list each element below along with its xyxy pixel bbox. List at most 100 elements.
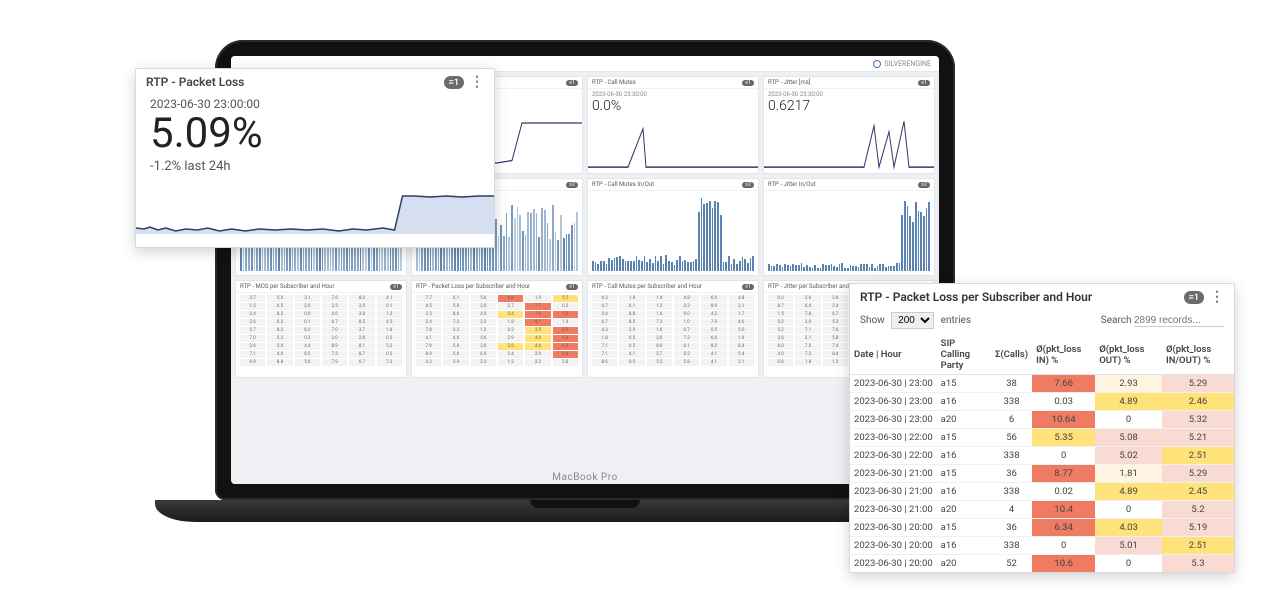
table-row[interactable]: 2023-06-30 | 21:00a163380.024.892.45	[850, 483, 1234, 501]
table-cell: 0	[1095, 411, 1162, 429]
table-cell: 10.6	[1032, 555, 1095, 573]
table-cell: 2023-06-30 | 20:00	[850, 519, 937, 537]
popout-kpi-badge: ≡1	[444, 76, 464, 89]
table-row[interactable]: 2023-06-30 | 22:00a1633805.022.51	[850, 447, 1234, 465]
card-title: RTP - MOS per Subscriber and Hour	[240, 283, 335, 290]
table-cell: a15	[937, 429, 991, 447]
table-cell: 338	[991, 393, 1032, 411]
mini-kpi-jitter[interactable]: RTP - Jitter [ms]≡1 2023-06-30 23:30:00 …	[763, 76, 935, 174]
table-cell: 10.4	[1032, 501, 1095, 519]
table-cell: 2.45	[1162, 483, 1234, 501]
table-cell: 338	[991, 537, 1032, 555]
table-cell: 1.81	[1095, 465, 1162, 483]
table-cell: 38	[991, 375, 1032, 393]
table-cell: 4.89	[1095, 393, 1162, 411]
table-row[interactable]: 2023-06-30 | 23:00a15387.662.935.29	[850, 375, 1234, 393]
column-header[interactable]: Ø(pkt_loss IN) %	[1032, 335, 1095, 375]
table-cell: a20	[937, 501, 991, 519]
table-cell: 338	[991, 483, 1032, 501]
table-row[interactable]: 2023-06-30 | 21:00a20410.405.2	[850, 501, 1234, 519]
entries-label: entries	[941, 315, 971, 326]
table-cell: 0	[1095, 501, 1162, 519]
table-cell: 0.03	[1032, 393, 1095, 411]
mini-chart-call-mutes[interactable]: RTP - Call Mutes In/Out≡2	[587, 178, 759, 276]
table-cell: 2023-06-30 | 23:00	[850, 411, 937, 429]
table-cell: 0.02	[1032, 483, 1095, 501]
card-title: RTP - Call Mutes per Subscriber and Hour	[592, 283, 702, 290]
table-row[interactable]: 2023-06-30 | 20:00a1633805.012.51	[850, 537, 1234, 555]
table-row[interactable]: 2023-06-30 | 23:00a20610.6405.32	[850, 411, 1234, 429]
mini-table-call-mutes[interactable]: RTP - Call Mutes per Subscriber and Hour…	[587, 280, 759, 378]
table-row[interactable]: 2023-06-30 | 20:00a15366.344.035.19	[850, 519, 1234, 537]
kebab-menu-icon[interactable]: ⋮	[470, 77, 484, 87]
table-cell: a16	[937, 393, 991, 411]
popout-table-badge: ≡1	[1184, 291, 1204, 304]
table-row[interactable]: 2023-06-30 | 21:00a15368.771.815.29	[850, 465, 1234, 483]
mini-table-packet-loss[interactable]: RTP - Packet Loss per Subscriber and Hou…	[411, 280, 583, 378]
dashboard-spacer	[235, 382, 935, 402]
column-header[interactable]: Date | Hour	[850, 335, 937, 375]
table-cell: 5.32	[1162, 411, 1234, 429]
table-cell: 8.77	[1032, 465, 1095, 483]
card-title: RTP - Packet Loss per Subscriber and Hou…	[416, 283, 530, 290]
table-cell: 2023-06-30 | 23:00	[850, 375, 937, 393]
table-row[interactable]: 2023-06-30 | 23:00a163380.034.892.46	[850, 393, 1234, 411]
card-badge: ≡2	[918, 182, 930, 188]
card-title: RTP - Call Mutes	[592, 79, 636, 86]
column-header[interactable]: Σ(Calls)	[991, 335, 1032, 375]
card-badge: ≡1	[390, 284, 402, 290]
column-header[interactable]: Ø(pkt_loss OUT) %	[1095, 335, 1162, 375]
bar-chart	[588, 191, 758, 275]
page-size-select[interactable]: 200	[891, 312, 934, 329]
table-cell: 2023-06-30 | 22:00	[850, 429, 937, 447]
table-cell: 5.35	[1032, 429, 1095, 447]
table-cell: 2023-06-30 | 20:00	[850, 537, 937, 555]
table-cell: 6.34	[1032, 519, 1095, 537]
card-title: RTP - Jitter In/Out	[768, 181, 816, 188]
table-cell: 4.03	[1095, 519, 1162, 537]
card-timestamp: 2023-06-30 23:30:00	[764, 89, 934, 98]
sparkline	[764, 114, 934, 173]
show-label: Show	[860, 315, 885, 326]
kpi-value: 0.0%	[588, 98, 758, 114]
data-table: Date | HourSIP Calling PartyΣ(Calls)Ø(pk…	[850, 335, 1234, 572]
table-cell: 2023-06-30 | 22:00	[850, 447, 937, 465]
column-header[interactable]: SIP Calling Party	[937, 335, 991, 375]
kebab-menu-icon[interactable]: ⋮	[1210, 292, 1224, 302]
mini-table-body: 6.31.81.44.86.94.84.76.11.20.38.93.10.48…	[588, 293, 758, 377]
mini-chart-jitter[interactable]: RTP - Jitter In/Out ≡2	[763, 178, 935, 276]
card-badge: ≡1	[742, 80, 754, 86]
table-cell: 5.3	[1162, 555, 1234, 573]
mini-kpi-call-mutes[interactable]: RTP - Call Mutes≡1 2023-06-30 23:30:00 0…	[587, 76, 759, 174]
table-row[interactable]: 2023-06-30 | 20:00a205210.605.3	[850, 555, 1234, 573]
table-cell: 0	[1095, 555, 1162, 573]
card-badge: ≡2	[742, 182, 754, 188]
table-cell: a15	[937, 375, 991, 393]
popout-table-title: RTP - Packet Loss per Subscriber and Hou…	[860, 290, 1092, 304]
card-badge: ≡1	[566, 80, 578, 86]
mini-table-mos[interactable]: RTP - MOS per Subscriber and Hour≡1 3.75…	[235, 280, 407, 378]
column-header[interactable]: Ø(pkt_loss IN/OUT) %	[1162, 335, 1234, 375]
table-cell: 4	[991, 501, 1032, 519]
search-input[interactable]	[1134, 315, 1224, 327]
table-cell: 5.29	[1162, 375, 1234, 393]
table-cell: 5.08	[1095, 429, 1162, 447]
table-cell: 5.19	[1162, 519, 1234, 537]
table-scroll[interactable]: Date | HourSIP Calling PartyΣ(Calls)Ø(pk…	[850, 335, 1234, 572]
popout-kpi-delta: -1.2% last 24h	[136, 155, 494, 174]
laptop-model-label: MacBook Pro	[552, 472, 617, 483]
table-cell: a15	[937, 519, 991, 537]
table-cell: 5.01	[1095, 537, 1162, 555]
table-cell: 2023-06-30 | 21:00	[850, 501, 937, 519]
search-label: Search	[1101, 315, 1132, 326]
table-cell: a20	[937, 411, 991, 429]
table-cell: 7.66	[1032, 375, 1095, 393]
table-row[interactable]: 2023-06-30 | 22:00a15565.355.085.21	[850, 429, 1234, 447]
table-cell: 4.89	[1095, 483, 1162, 501]
table-cell: 2.46	[1162, 393, 1234, 411]
popout-kpi-sparkline	[136, 174, 494, 234]
table-cell: 6	[991, 411, 1032, 429]
popout-kpi-packet-loss: RTP - Packet Loss ≡1 ⋮ 2023-06-30 23:00:…	[135, 68, 495, 248]
table-cell: 10.64	[1032, 411, 1095, 429]
table-cell: 2023-06-30 | 23:00	[850, 393, 937, 411]
